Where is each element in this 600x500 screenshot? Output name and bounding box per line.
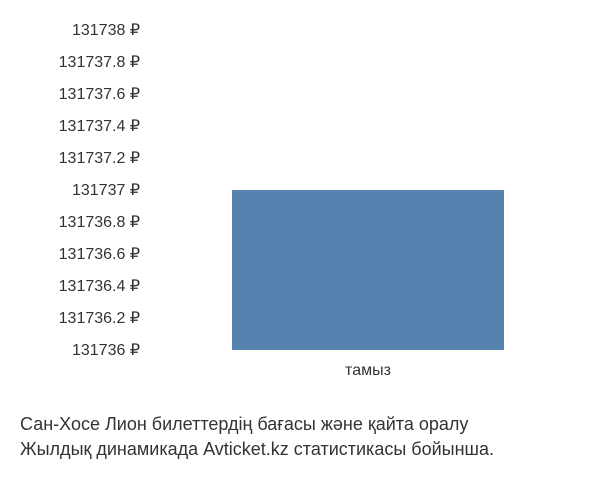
bar xyxy=(232,190,504,350)
caption-line-2: Жылдық динамикада Avticket.kz статистика… xyxy=(20,437,580,462)
y-axis: 131738 ₽ 131737.8 ₽ 131737.6 ₽ 131737.4 … xyxy=(20,30,150,350)
y-tick: 131738 ₽ xyxy=(20,20,140,40)
y-tick: 131736.8 ₽ xyxy=(20,212,140,232)
caption: Сан-Хосе Лион билеттердің бағасы және қа… xyxy=(20,412,580,462)
y-tick: 131737.2 ₽ xyxy=(20,148,140,168)
y-tick: 131737 ₽ xyxy=(20,180,140,200)
chart-container: 131738 ₽ 131737.8 ₽ 131737.6 ₽ 131737.4 … xyxy=(20,30,580,410)
y-tick: 131737.6 ₽ xyxy=(20,84,140,104)
y-tick: 131736.6 ₽ xyxy=(20,244,140,264)
plot-area: тамыз xyxy=(160,30,560,350)
x-tick: тамыз xyxy=(345,362,391,380)
y-tick: 131737.4 ₽ xyxy=(20,116,140,136)
y-tick: 131736.4 ₽ xyxy=(20,276,140,296)
y-tick: 131737.8 ₽ xyxy=(20,52,140,72)
y-tick: 131736 ₽ xyxy=(20,340,140,360)
caption-line-1: Сан-Хосе Лион билеттердің бағасы және қа… xyxy=(20,412,580,437)
y-tick: 131736.2 ₽ xyxy=(20,308,140,328)
